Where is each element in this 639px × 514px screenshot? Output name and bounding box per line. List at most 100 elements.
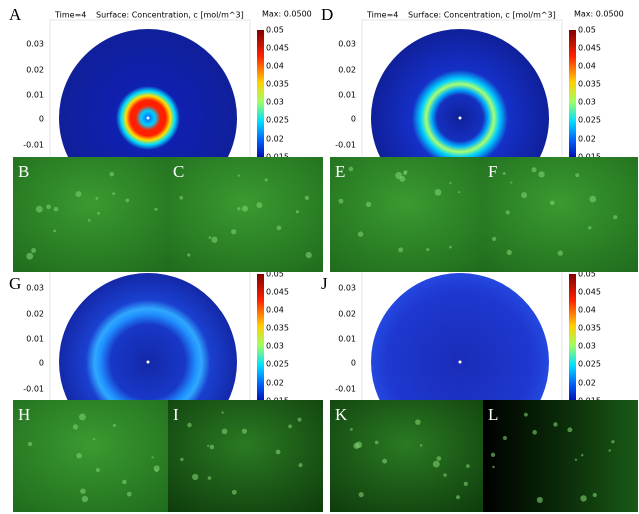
cell-spot: [277, 225, 282, 230]
colorbar-tick-label: 0.045: [266, 44, 289, 53]
cell-spot: [375, 441, 379, 445]
y-tick-label: 0: [39, 359, 44, 368]
colorbar-tick-label: 0.035: [266, 80, 289, 89]
colorbar-tick-label: 0.02: [266, 379, 284, 388]
cell-spot: [179, 196, 183, 200]
max-label: Max: 0.0500: [574, 10, 624, 19]
source-point: [147, 361, 150, 364]
cell-spot: [305, 196, 309, 200]
cell-spot: [426, 248, 429, 251]
cell-spot: [79, 414, 86, 421]
cell-spot: [155, 469, 158, 472]
figure: 0.03 0.02 0.01 0 -0.01 0.05 0.045 0.04 0.035 0.03…: [0, 0, 639, 514]
colorbar-tick-label: 0.02: [266, 135, 284, 144]
panel-label: I: [173, 405, 179, 424]
colorbar-tick-label: 0.03: [266, 98, 284, 107]
cell-spot: [110, 172, 114, 176]
microscopy-image: [330, 157, 483, 272]
cell-spot: [54, 207, 59, 212]
colorbar-tick-label: 0.04: [266, 306, 284, 315]
cell-spot: [550, 200, 555, 205]
cell-spot: [265, 178, 268, 181]
cell-spot: [125, 199, 129, 203]
cell-spot: [449, 246, 452, 249]
cell-spot: [208, 476, 212, 480]
surface-label: Surface: Concentration, c [mol/m^3]: [408, 11, 556, 20]
cell-spot: [187, 423, 191, 427]
cell-spot: [456, 495, 460, 499]
y-tick-label: 0.02: [26, 66, 44, 75]
cell-spot: [237, 207, 240, 210]
colorbar-tick-label: 0.025: [578, 116, 601, 125]
cell-spot: [464, 482, 468, 486]
cell-spot: [507, 250, 512, 255]
cell-spot: [443, 473, 446, 476]
cell-spot: [558, 250, 563, 255]
cell-spot: [26, 253, 33, 260]
cell-spot: [298, 418, 302, 422]
y-tick-label: -0.01: [335, 141, 356, 150]
cell-spot: [420, 444, 422, 446]
cell-spot: [76, 453, 82, 459]
cell-spot: [242, 429, 247, 434]
colorbar-tick-label: 0.025: [266, 360, 289, 369]
cell-spot: [257, 202, 263, 208]
cell-spot: [210, 445, 215, 450]
cell-spot: [580, 495, 586, 501]
cell-spot: [31, 248, 36, 253]
cell-spot: [97, 212, 100, 215]
colorbar: [569, 274, 576, 404]
cell-spot: [589, 196, 596, 203]
cell-spot: [306, 252, 312, 258]
cell-spot: [492, 466, 494, 468]
cell-spot: [398, 247, 403, 252]
cell-spot: [350, 428, 353, 431]
cell-spot: [403, 171, 407, 175]
cell-spot: [113, 424, 116, 427]
y-tick-label: 0.02: [26, 310, 44, 319]
cell-spot: [524, 413, 528, 417]
cell-spot: [96, 468, 100, 472]
cell-spot: [349, 167, 354, 172]
cell-spot: [73, 424, 78, 429]
cell-spot: [538, 171, 544, 177]
cell-spot: [76, 191, 82, 197]
cell-spot: [207, 445, 209, 447]
cell-spot: [95, 197, 98, 200]
colorbar-tick-label: 0.05: [266, 26, 284, 35]
cell-spot: [154, 208, 157, 211]
y-tick-label: 0.03: [338, 284, 356, 293]
colorbar-tick-label: 0.04: [578, 62, 596, 71]
microscopy-image: [168, 400, 323, 512]
cell-spot: [358, 231, 363, 236]
panel-label: E: [335, 162, 345, 181]
cell-spot: [466, 464, 470, 468]
colorbar-tick-label: 0.05: [578, 26, 596, 35]
colorbar-tick-label: 0.03: [266, 342, 284, 351]
cell-spot: [53, 229, 56, 232]
colorbar-tick-label: 0.045: [266, 288, 289, 297]
time-label: Time=4: [54, 11, 86, 20]
colorbar-tick-label: 0.025: [266, 116, 289, 125]
cell-spot: [492, 237, 496, 241]
y-tick-label: 0.01: [338, 91, 356, 100]
cell-spot: [382, 459, 387, 464]
source-point: [147, 117, 150, 120]
cell-spot: [366, 202, 371, 207]
cell-spot: [503, 172, 506, 175]
cell-spot: [231, 229, 236, 234]
cell-spot: [222, 428, 228, 434]
panel-label: C: [173, 162, 184, 181]
cell-spot: [449, 182, 451, 184]
cell-spot: [503, 436, 507, 440]
colorbar-tick-label: 0.045: [578, 288, 601, 297]
cell-spot: [28, 442, 32, 446]
colorbar-tick-label: 0.025: [578, 360, 601, 369]
cell-spot: [611, 440, 614, 443]
cell-spot: [537, 497, 543, 503]
cell-spot: [588, 226, 591, 229]
y-tick-label: 0.02: [338, 66, 356, 75]
microscopy-image: [483, 400, 638, 512]
cell-spot: [151, 456, 153, 458]
microscopy-image: [168, 157, 323, 272]
